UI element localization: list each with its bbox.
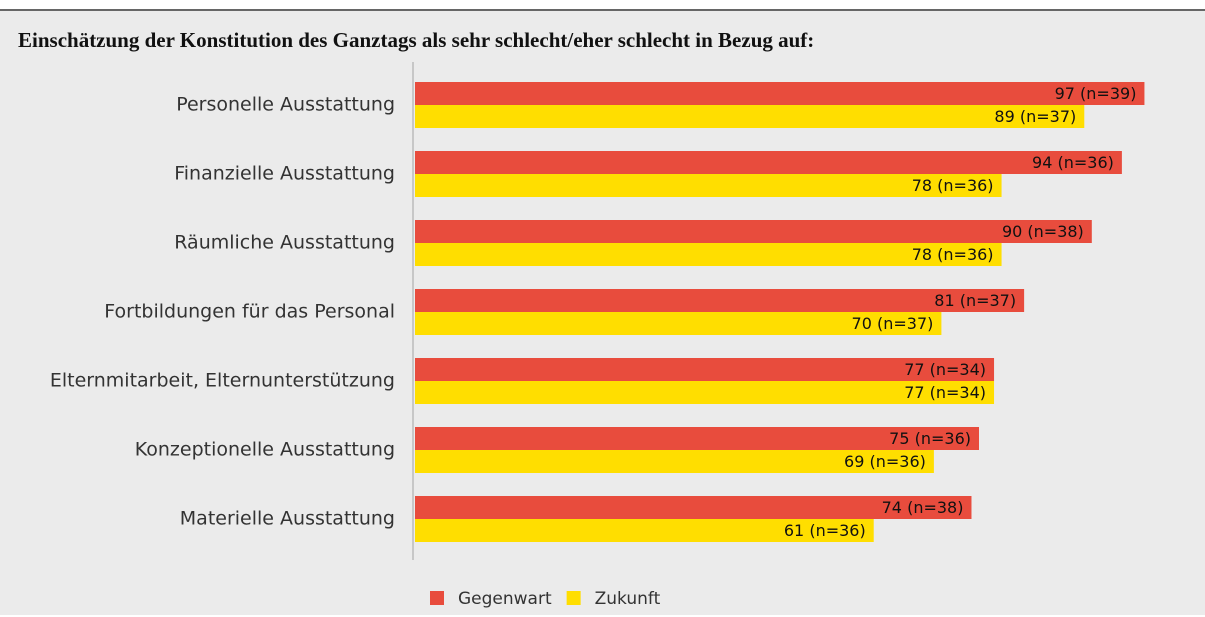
value-label: 94 (n=36) xyxy=(1032,153,1114,172)
value-label: 90 (n=38) xyxy=(1002,222,1084,241)
y-tick-label: Finanzielle Ausstattung xyxy=(174,163,395,185)
legend-swatch xyxy=(566,591,581,605)
bar xyxy=(415,105,1085,128)
bar xyxy=(415,450,934,473)
bar xyxy=(415,82,1145,105)
legend-swatch xyxy=(430,591,444,605)
y-tick-label: Räumliche Ausstattung xyxy=(174,232,395,254)
bar xyxy=(415,519,874,542)
value-label: 75 (n=36) xyxy=(889,429,971,448)
value-label: 61 (n=36) xyxy=(784,521,866,540)
bar xyxy=(415,358,995,381)
legend-label: Gegenwart xyxy=(458,589,552,609)
value-label: 77 (n=34) xyxy=(904,383,986,402)
bar xyxy=(415,289,1025,312)
legend-label: Zukunft xyxy=(595,589,661,609)
y-tick-label: Elternmitarbeit, Elternunterstützung xyxy=(50,370,395,392)
bar xyxy=(415,312,942,335)
bar xyxy=(415,220,1092,243)
value-label: 89 (n=37) xyxy=(994,107,1076,126)
value-label: 78 (n=36) xyxy=(912,245,994,264)
value-label: 81 (n=37) xyxy=(934,291,1016,310)
y-tick-label: Fortbildungen für das Personal xyxy=(104,301,395,323)
chart-title: Einschätzung der Konstitution des Ganzta… xyxy=(18,28,814,52)
y-tick-label: Personelle Ausstattung xyxy=(176,94,395,116)
value-label: 78 (n=36) xyxy=(912,176,994,195)
y-tick-label: Konzeptionelle Ausstattung xyxy=(135,439,395,461)
value-label: 97 (n=39) xyxy=(1055,84,1137,103)
bar xyxy=(415,174,1002,197)
bar xyxy=(415,381,995,404)
value-label: 69 (n=36) xyxy=(844,452,926,471)
bar xyxy=(415,151,1122,174)
y-tick-label: Materielle Ausstattung xyxy=(180,508,395,530)
value-label: 74 (n=38) xyxy=(882,498,964,517)
bar xyxy=(415,427,979,450)
value-label: 70 (n=37) xyxy=(852,314,934,333)
bar xyxy=(415,496,972,519)
value-label: 77 (n=34) xyxy=(904,360,986,379)
bar xyxy=(415,243,1002,266)
